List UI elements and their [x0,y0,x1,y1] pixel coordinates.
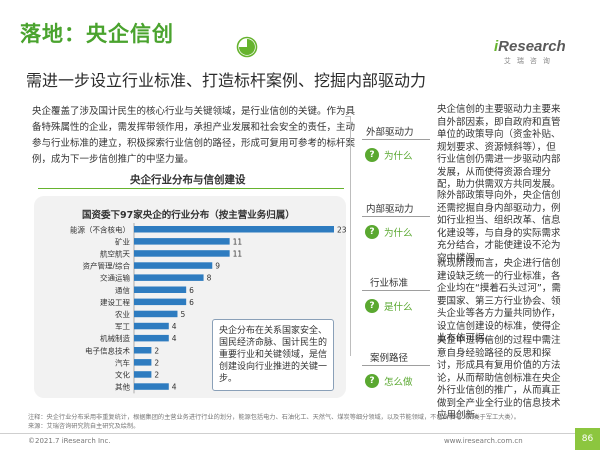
chart-callout: 央企分布在关系国家安全、国民经济命脉、国计民生的重要行业和关键领域，是信创建设向… [212,319,334,391]
bar-value-label: 4 [172,383,177,392]
flow-underline-standard [362,290,430,291]
flow-question-text: 为什么 [384,151,413,162]
bar-category-label: 文化 [115,369,130,379]
bar-value-label: 4 [172,334,177,343]
flow-question-internal: ? 为什么 [365,225,413,239]
question-badge-icon: ? [365,225,379,239]
bar-category-label: 通信 [115,285,130,295]
question-badge-icon: ? [365,148,379,162]
bar [134,262,213,269]
flow-question-text: 怎么做 [384,377,413,388]
flow-question-text: 是什么 [384,302,413,313]
chart-heading: 央企行业分布与信创建设 [130,174,246,186]
bar [134,274,204,281]
bar [134,347,152,354]
bar [134,371,152,378]
bar [134,383,169,390]
bar-category-label: 航空航天 [100,248,130,258]
brand-logo: iResearch 艾瑞咨询 [494,38,566,66]
bar-value-label: 9 [215,262,220,271]
flow-text-standard: 就现阶段而言，央企进行信创建设缺乏统一的行业标准，各企业均在“摸着石头过河”，需… [437,258,561,344]
bar [134,322,169,330]
chart-title: 国资委下97家央企的行业分布（按主营业务归属） [82,210,295,221]
bar [134,298,187,306]
bar [134,226,334,233]
bar-chart: 能源（不含核电） 23 矿业 11 航空航天 11 资产管理/综合 9 交通运输 8 通信 6 建设工程… [70,223,346,394]
bar-category-label: 交通运输 [100,273,130,283]
flow-text-external: 央企信创的主要驱动力主要来自外部因素，即自政府和直管单位的政策导向（资金补贴、规… [437,104,561,190]
bar [134,286,187,293]
flow-underline-case [362,365,430,366]
flow-label-internal: 内部驱动力 [366,204,414,215]
bar-category-label: 矿业 [115,236,130,246]
page-title: 落地：央企信创 [20,22,174,46]
bar-category-label: 能源（不含核电） [70,224,130,234]
flow-label-case: 案例路径 [370,353,409,364]
bar-value-label: 5 [180,310,185,319]
flow-question-standard: ? 是什么 [365,299,413,313]
bar-value-label: 2 [154,358,159,367]
flow-label-standard: 行业标准 [370,278,409,289]
bar-category-label: 电子信息技术 [85,345,130,355]
flow-question-text: 为什么 [384,228,413,239]
page-number: 86 [575,428,600,450]
flow-connector-vertical [350,116,351,356]
flow-question-external: ? 为什么 [365,148,413,162]
flow-underline-internal [362,216,430,217]
bar [134,238,230,245]
bar-value-label: 23 [337,225,346,234]
bar-category-label: 建设工程 [100,297,130,307]
bar-value-label: 11 [233,249,243,258]
bar-value-label: 6 [189,298,194,307]
footnote: 注释：央企行业分布采用非重复统计，根据集团的主营业务进行行业的划分，能源包括电力… [28,414,520,430]
bar-category-label: 军工 [115,322,130,331]
bar-value-label: 4 [172,322,177,331]
page-subtitle: 需进一步设立行业标准、打造标杆案例、挖掘内部驱动力 [26,71,427,90]
flow-connector-intro [345,116,351,117]
bar-value-label: 11 [233,237,243,246]
flow-text-internal: 除外部政策导向外，央企信创还需挖掘自身内部驱动力，例如行业担当、组织改革、信息化… [437,190,561,264]
bar [134,359,152,366]
footer-divider [0,433,600,434]
pie-progress-icon [236,36,258,58]
bar [134,250,230,257]
website-url: www.iresearch.com.cn [444,437,523,445]
bar-value-label: 2 [154,346,159,355]
copyright: ©2021.7 iResearch Inc. [28,437,111,445]
bar-category-label: 汽车 [115,357,130,367]
intro-paragraph: 央企覆盖了涉及国计民生的核心行业与关键领域，是行业信创的关键。作为具备特殊属性的… [32,106,356,165]
bar-value-label: 8 [207,274,212,283]
brand-logo-i: i [494,38,499,55]
question-badge-icon: ? [365,374,379,388]
flow-text-case: 央企中进行信创的过程中需注意自身经验路径的反思和探讨，形成具有复用价值的方法论，… [437,335,561,421]
bar-value-label: 6 [189,286,194,295]
bar-category-label: 其他 [115,382,130,392]
brand-logo-rest: Research [498,38,566,55]
bar-category-label: 农业 [115,309,130,319]
flow-underline-external [362,139,430,140]
bar [134,334,169,342]
question-badge-icon: ? [365,299,379,313]
bar-category-label: 机械制造 [100,333,130,343]
brand-subtitle: 艾瑞咨询 [503,57,556,65]
flow-label-external: 外部驱动力 [366,127,414,138]
flow-question-case: ? 怎么做 [365,374,413,388]
chart-heading-divider [38,188,344,189]
bar [134,310,178,318]
bar-value-label: 2 [154,370,159,379]
bar-category-label: 资产管理/综合 [82,261,130,271]
